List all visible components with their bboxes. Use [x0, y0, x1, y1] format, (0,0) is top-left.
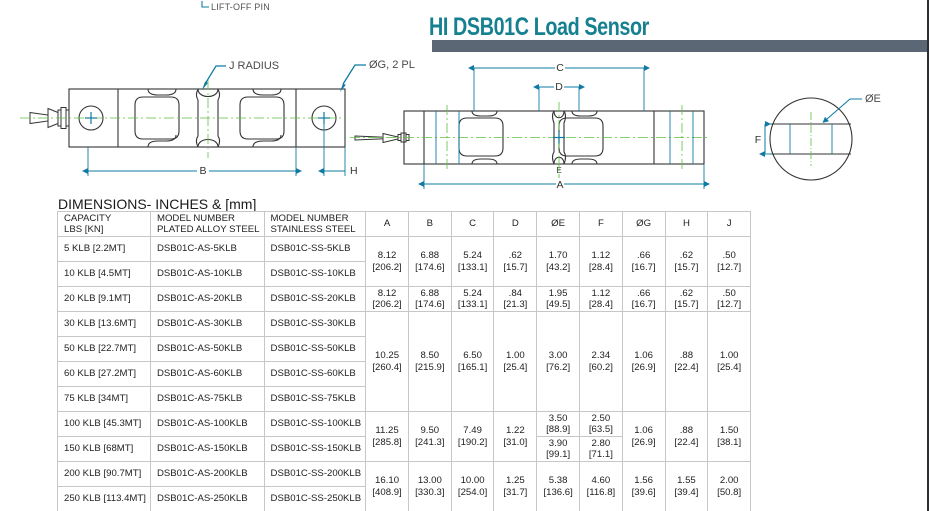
svg-text:A: A [556, 179, 563, 191]
svg-text:D: D [555, 81, 563, 93]
svg-text:B: B [199, 165, 206, 177]
svg-text:ØE: ØE [865, 93, 881, 105]
svg-text:LIFT-OFF PIN: LIFT-OFF PIN [211, 2, 270, 12]
svg-text:DIMENSIONS- INCHES & [mm]: DIMENSIONS- INCHES & [mm] [58, 196, 256, 212]
svg-text:J RADIUS: J RADIUS [229, 60, 279, 72]
svg-text:H: H [350, 165, 358, 177]
svg-text:C: C [556, 62, 564, 74]
svg-text:F: F [755, 134, 761, 146]
svg-text:ØG, 2 PL: ØG, 2 PL [369, 59, 415, 71]
